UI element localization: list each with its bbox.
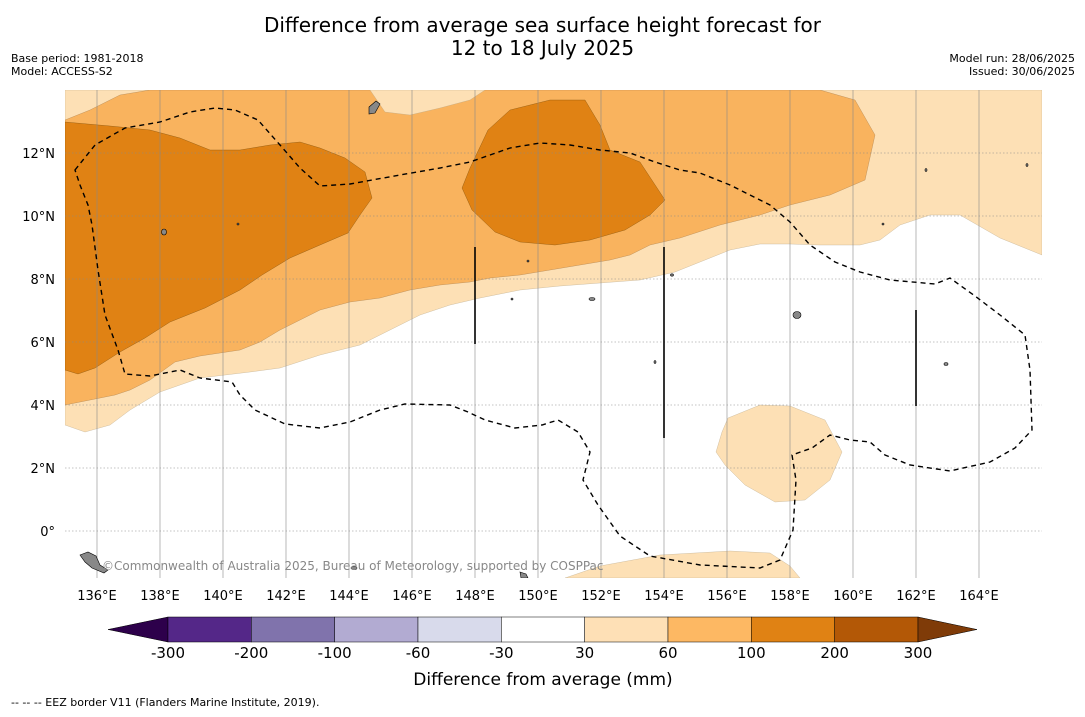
colorbar-cell (251, 616, 335, 643)
anomaly-region-30-60-notch (369, 90, 486, 116)
lat-label: 4°N (31, 399, 56, 414)
colorbar-cell (751, 616, 835, 643)
title-line-2: 12 to 18 July 2025 (450, 36, 635, 60)
latitude-labels: 12°N 10°N 8°N 6°N 4°N 2°N 0° (22, 147, 55, 540)
lon-label: 136°E (77, 589, 117, 604)
colorbar-cell (834, 616, 919, 643)
eez-border-lines (74, 107, 1033, 569)
lat-label: 12°N (22, 147, 55, 162)
lon-label: 162°E (896, 589, 936, 604)
colorbar-over-arrow (917, 616, 978, 643)
lon-label: 152°E (581, 589, 621, 604)
lon-label: 146°E (392, 589, 432, 604)
lon-label: 156°E (707, 589, 747, 604)
lat-label: 0° (40, 525, 55, 540)
lat-label: 8°N (31, 273, 56, 288)
title-line-1: Difference from average sea surface heig… (263, 13, 822, 37)
model-run-text: Model run: 28/06/2025 (949, 52, 1075, 65)
colorbar-under-arrow (107, 616, 169, 643)
colorbar-tick-label: -60 (406, 644, 431, 662)
lon-label: 144°E (329, 589, 369, 604)
islands (79, 100, 1029, 578)
colorbar-cell (167, 616, 252, 643)
lon-label: 160°E (833, 589, 873, 604)
colorbar-tick-label: 200 (820, 644, 849, 662)
lat-label: 2°N (31, 462, 56, 477)
colorbar-tick-label: 300 (904, 644, 933, 662)
issued-text: Issued: 30/06/2025 (968, 65, 1075, 78)
colorbar-tick-label: 100 (737, 644, 766, 662)
colorbar-tick-label: -100 (318, 644, 352, 662)
base-period-text: Base period: 1981-2018 (11, 52, 144, 65)
lon-label: 140°E (203, 589, 243, 604)
colorbar-cell (584, 616, 669, 643)
credit-text: ©Commonwealth of Australia 2025, Bureau … (102, 559, 604, 573)
colorbar-cell (667, 616, 752, 643)
lat-label: 10°N (22, 210, 55, 225)
map-area: ©Commonwealth of Australia 2025, Bureau … (65, 90, 1042, 578)
anomaly-region-100-200-west (65, 121, 373, 375)
colorbar-cell (417, 616, 502, 643)
footnote: -- -- -- EEZ border V11 (Flanders Marine… (11, 696, 320, 709)
chart-title: Difference from average sea surface heig… (0, 14, 1085, 60)
zone-marker-lines (474, 247, 917, 438)
model-text: Model: ACCESS-S2 (11, 65, 113, 78)
anomaly-region-30-60-bottom (564, 550, 801, 578)
lon-label: 148°E (455, 589, 495, 604)
longitude-labels: 136°E 138°E 140°E 142°E 144°E 146°E 148°… (77, 589, 999, 604)
lon-label: 154°E (644, 589, 684, 604)
colorbar-tick-label: -300 (151, 644, 185, 662)
lon-label: 150°E (518, 589, 558, 604)
lon-label: 138°E (140, 589, 180, 604)
colorbar-cell (501, 616, 585, 643)
lon-label: 164°E (959, 589, 999, 604)
colorbar-tick-label: 60 (658, 644, 677, 662)
meta-left: Base period: 1981-2018 Model: ACCESS-S2 (11, 52, 143, 78)
colorbar-tick-label: -30 (489, 644, 514, 662)
colorbar-title: Difference from average (mm) (413, 670, 672, 690)
colorbar-tick-label: -200 (234, 644, 268, 662)
colorbar-cell (334, 616, 419, 643)
meta-right: Model run: 28/06/2025 Issued: 30/06/2025 (949, 52, 1075, 78)
lon-label: 158°E (770, 589, 810, 604)
anomaly-region-100-200-central (461, 99, 666, 246)
lon-label: 142°E (266, 589, 306, 604)
colorbar: -300 -200 -100 -60 -30 30 60 100 200 300 Differen… (107, 616, 978, 690)
lat-label: 6°N (31, 336, 56, 351)
colorbar-tick-label: 30 (575, 644, 594, 662)
